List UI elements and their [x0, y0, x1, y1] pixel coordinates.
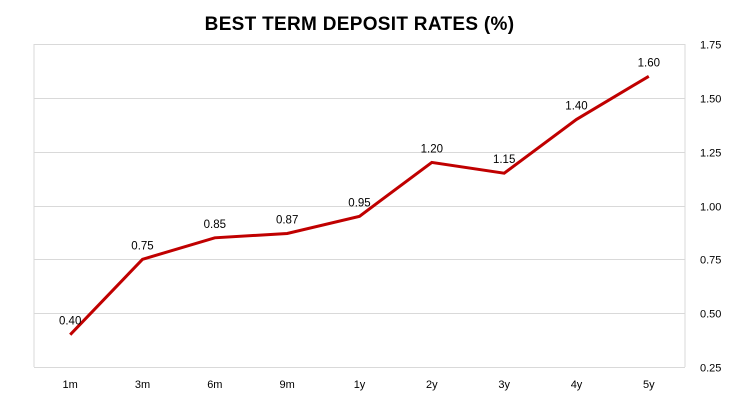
- data-point: [575, 118, 578, 121]
- y-tick-label: 1.75: [700, 40, 721, 52]
- y-tick-label: 1.25: [700, 148, 721, 160]
- data-label: 1.60: [638, 57, 660, 69]
- data-point: [141, 258, 144, 261]
- x-tick-label: 4y: [571, 379, 583, 391]
- x-tick-label: 3y: [498, 379, 510, 391]
- y-tick-label: 1.50: [700, 94, 721, 106]
- x-tick-label: 5y: [643, 379, 655, 391]
- y-tick-label: 0.75: [700, 255, 721, 267]
- chart-title: BEST TERM DEPOSIT RATES (%): [204, 14, 515, 35]
- data-label: 1.20: [421, 143, 443, 155]
- x-tick-label: 1m: [63, 379, 78, 391]
- data-point: [358, 215, 361, 218]
- x-tick-label: 3m: [135, 379, 150, 391]
- y-tick-label: 0.25: [700, 363, 721, 375]
- data-label: 1.40: [565, 100, 587, 112]
- data-label: 0.40: [59, 316, 81, 328]
- x-tick-label: 9m: [280, 379, 295, 391]
- data-label: 1.15: [493, 154, 515, 166]
- data-label: 0.87: [276, 214, 298, 226]
- x-tick-label: 2y: [426, 379, 438, 391]
- data-point: [69, 333, 72, 336]
- data-label: 0.75: [131, 240, 153, 252]
- y-tick-label: 0.50: [700, 309, 721, 321]
- data-point: [213, 236, 216, 239]
- data-label: 0.95: [348, 197, 370, 209]
- data-point: [430, 161, 433, 164]
- data-point: [647, 75, 650, 78]
- x-tick-label: 6m: [207, 379, 222, 391]
- x-tick-label: 1y: [354, 379, 366, 391]
- y-tick-label: 1.00: [700, 202, 721, 214]
- series-line: [69, 75, 650, 336]
- data-point: [286, 232, 289, 235]
- data-label: 0.85: [204, 219, 226, 231]
- data-point: [503, 172, 506, 175]
